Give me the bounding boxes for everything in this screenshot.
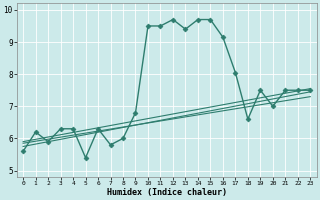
- X-axis label: Humidex (Indice chaleur): Humidex (Indice chaleur): [107, 188, 227, 197]
